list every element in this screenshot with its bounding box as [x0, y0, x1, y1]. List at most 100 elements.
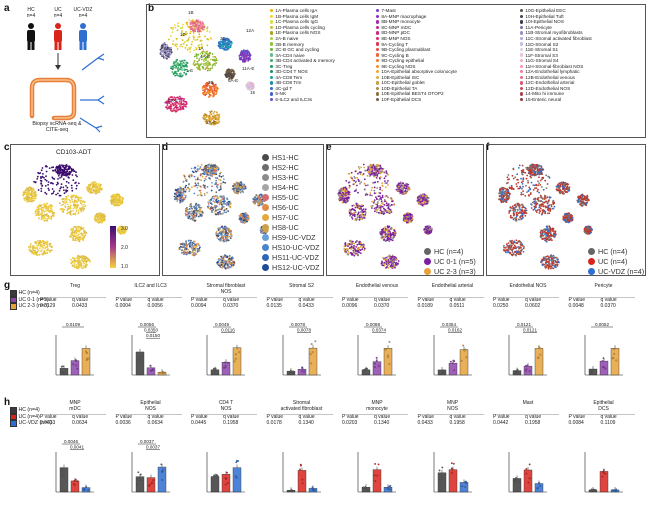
bar — [372, 469, 382, 493]
p-value: P value 0.0203 — [342, 414, 359, 426]
legend-label: HS11-UC-VDZ — [272, 252, 319, 262]
significance-label: 0.0088 — [366, 322, 380, 327]
legend-label: UC (n=4) — [18, 413, 40, 420]
legend-swatch — [262, 253, 269, 261]
umap-cluster-label: 12A — [246, 28, 255, 33]
panel-d-legend: HS1-HC HS2-HC HS3-HC HS4-HC HS5-UC HS6-UC HS7-… — [262, 152, 320, 272]
legend-item: 2A-B naive — [270, 36, 335, 42]
legend-swatch — [520, 14, 524, 19]
subplot-title-line: Stromal S2 — [289, 283, 314, 289]
subplot-title: ILC2 and ILC3 — [116, 283, 186, 290]
panel-c-frame — [10, 144, 160, 276]
legend-item: 2B-B memory — [270, 41, 335, 47]
legend-label: 5-NK — [275, 91, 287, 97]
forceps-icon-3 — [79, 117, 103, 133]
q-value-number: 0.1958 — [449, 419, 465, 426]
panel-f-legend: HC (n=4) UC (n=4) UC-VDZ (n=4) — [588, 246, 644, 276]
p-value-number: 0.0096 — [342, 302, 358, 309]
bar — [534, 348, 544, 376]
legend-label: 12D-Endothelial NOS — [525, 85, 571, 91]
colorbar-mid: 2.0 — [121, 245, 128, 251]
subplot-title: Mast — [493, 400, 563, 407]
p-value-number: 0.0004 — [115, 302, 131, 309]
legend-item: 12D-Endothelial NOS — [520, 86, 592, 92]
legend-label: 4C-gd T — [275, 85, 293, 91]
umap-cluster-label: 1-E — [186, 68, 193, 73]
legend-swatch — [270, 53, 274, 57]
legend-item: HS12-UC-VDZ — [262, 262, 320, 272]
q-value: q value 0.0370 — [601, 297, 617, 309]
legend-swatch — [376, 31, 380, 35]
legend-swatch — [520, 25, 524, 30]
legend-item: 10G-Epithelial EEC — [520, 8, 592, 14]
subplot — [493, 414, 559, 493]
panel-a-illustration — [27, 23, 105, 133]
subplot-title-line: MNP — [371, 400, 383, 406]
q-value-header: q value — [223, 414, 240, 420]
panel-c-colorbar — [110, 226, 116, 268]
subplot-title-line: Mast — [522, 400, 534, 406]
legend-item: 10I-Epithelial NOS — [520, 19, 592, 25]
q-value-header: q value — [147, 414, 164, 420]
legend-item: 10D-Epithelial TA — [376, 86, 457, 92]
legend-label: 3B-CD4 activated & memory — [275, 58, 335, 64]
panel-label-d: d — [162, 142, 169, 153]
bar — [383, 486, 393, 493]
panel-label-b: b — [148, 3, 155, 14]
legend-label: 9D-Cycling epithelial — [381, 58, 425, 64]
p-value-header: P value — [266, 297, 284, 303]
bar — [459, 349, 468, 376]
subplot: 0.0052 — [568, 297, 635, 376]
subplot-title-line: MNP — [69, 400, 81, 406]
q-value: q value 0.1340 — [299, 414, 315, 426]
subplot: 0.0109 — [40, 297, 106, 376]
panel-label-a: a — [4, 3, 10, 14]
panel-f-frame — [486, 144, 646, 276]
umap-cluster-label: 4A-E — [200, 54, 210, 59]
legend-label: 1B-Plasma cells IgM — [275, 13, 319, 19]
legend-item: HC (n=4) — [588, 246, 644, 256]
legend-swatch — [376, 9, 380, 13]
subplot-title-line: DCS — [598, 405, 609, 412]
legend-item: 12A-Endothelial lymphatic — [520, 69, 592, 75]
q-value: q value 0.0056 — [148, 297, 164, 309]
p-value-number: 0.0203 — [342, 419, 358, 426]
bar — [383, 348, 393, 376]
legend-swatch — [262, 183, 269, 191]
panel-f-umap — [498, 163, 593, 270]
q-value: q value 0.1958 — [525, 414, 541, 426]
umap-cluster-label: 15 — [250, 90, 256, 95]
p-value-header: P value — [115, 297, 133, 303]
legend-label: 12C-Endothelial arterial — [525, 80, 575, 86]
legend-label: 4A-CD8 Tem — [275, 74, 303, 80]
legend-swatch — [376, 64, 380, 68]
legend-item: 4B-CD8 Trm — [270, 80, 335, 86]
bar — [534, 483, 544, 493]
legend-label: HC (n=4) — [598, 246, 628, 256]
subplot-title-line: activated fibroblast — [280, 405, 323, 412]
legend-swatch — [10, 420, 17, 427]
significance-label: 0.0121 — [517, 322, 531, 327]
legend-swatch — [376, 97, 380, 102]
significance-label: 0.0109 — [66, 322, 80, 327]
significance-label: 0.0049 — [215, 322, 229, 327]
legend-item: 2C-B GC and cycling — [270, 47, 335, 53]
panel-d-frame — [162, 144, 324, 276]
legend-swatch — [376, 47, 380, 52]
legend-item: 9E-Cycling NOS — [376, 63, 457, 69]
bar — [70, 480, 80, 493]
bar — [135, 351, 144, 376]
legend-label: 9A-Cycling T — [381, 41, 409, 47]
legend-label: 2C-B GC and cycling — [275, 47, 320, 53]
q-value-number: 0.1958 — [525, 419, 541, 426]
subplot-title-line: Stromal fibroblast — [206, 283, 246, 289]
legend-swatch — [270, 75, 274, 80]
forceps-icon-2 — [80, 95, 105, 105]
legend-item: 3B-CD4 activated & memory — [270, 58, 335, 64]
legend-swatch — [520, 53, 524, 57]
forceps-icon-1 — [81, 53, 105, 71]
subplot-title: MNP monocyte — [342, 400, 412, 412]
bar — [610, 347, 619, 376]
legend-swatch — [262, 173, 269, 181]
